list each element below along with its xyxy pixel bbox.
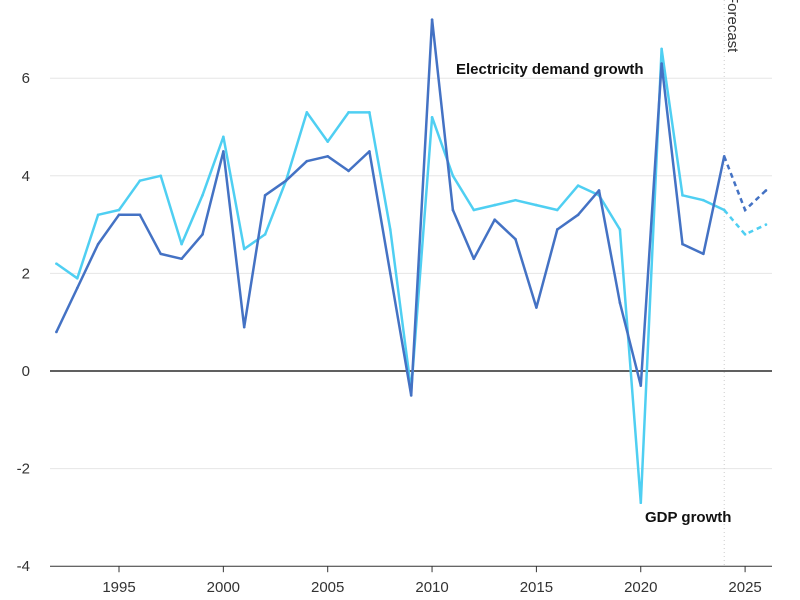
electricity-demand-growth-point: [576, 213, 580, 217]
electricity-demand-growth-point: [201, 233, 204, 236]
electricity-demand-growth-point: [535, 306, 538, 309]
gdp-growth-point: [472, 208, 476, 212]
electricity-demand-growth-point: [242, 325, 246, 329]
gdp-growth-point: [618, 228, 622, 231]
gdp-growth-forecast-line: [723, 209, 767, 236]
electricity-demand-growth-point: [326, 154, 330, 158]
x-tick-label: 2025: [728, 579, 761, 596]
gridlines: [50, 77, 772, 470]
electricity-demand-growth-point: [681, 242, 684, 246]
electricity-demand-growth-point: [284, 179, 288, 182]
gdp-growth-point: [201, 194, 204, 197]
gdp-growth-point: [242, 247, 246, 251]
gdp-growth-point: [743, 233, 747, 236]
electricity-demand-growth-point: [305, 159, 309, 163]
gdp-growth-point: [138, 179, 142, 182]
gdp-growth-point: [451, 174, 455, 178]
gdp-growth-point: [117, 208, 121, 212]
electricity-demand-growth-point: [597, 189, 601, 192]
gdp-growth-point: [263, 233, 267, 236]
x-axis: 1995 2000 2005 2010 2015 2020 2025: [50, 565, 772, 596]
forecast-label: Forecast: [724, 0, 741, 53]
gdp-growth-point: [347, 111, 350, 114]
annotation-electricity: Electricity demand growth: [456, 61, 644, 78]
gdp-growth-point: [75, 276, 79, 280]
y-tick-label: 0: [22, 363, 30, 380]
gdp-growth-point: [764, 223, 768, 226]
electricity-demand-growth-point: [117, 213, 121, 217]
x-tick-label: 1995: [102, 579, 135, 596]
electricity-demand-growth-point: [722, 154, 726, 158]
electricity-demand-growth-point: [618, 301, 622, 304]
gdp-growth-point: [514, 198, 517, 202]
electricity-demand-growth-forecast-line: [723, 155, 767, 213]
gdp-growth-point: [305, 111, 309, 114]
x-tick-label: 2000: [207, 579, 240, 596]
electricity-demand-growth-point: [639, 384, 643, 387]
gdp-growth-point: [55, 262, 58, 265]
x-tick-label: 2015: [520, 579, 553, 596]
electricity-demand-growth-point: [493, 218, 496, 222]
gdp-growth-point: [576, 184, 580, 187]
gdp-growth-point: [681, 194, 684, 197]
electricity-demand-growth-point: [764, 189, 768, 192]
y-tick-label: 2: [22, 265, 30, 282]
gdp-growth-point: [660, 47, 663, 51]
gdp-growth-point: [722, 208, 726, 212]
electricity-demand-growth-point: [451, 208, 455, 212]
electricity-demand-growth-point: [55, 330, 58, 334]
gdp-growth-point: [96, 213, 100, 217]
gdp-growth-point: [222, 135, 225, 139]
electricity-demand-growth-point: [75, 286, 79, 290]
gdp-growth-point: [555, 208, 559, 212]
electricity-demand-growth-point: [180, 257, 183, 261]
electricity-demand-growth-point: [743, 208, 747, 212]
electricity-demand-growth-point: [660, 62, 663, 65]
y-axis: -4 -2 0 2 4 6: [17, 70, 30, 575]
gdp-growth-point: [702, 198, 705, 202]
y-tick-label: 6: [22, 70, 30, 87]
y-tick-label: 4: [22, 168, 30, 185]
x-tick-label: 2020: [624, 579, 657, 596]
electricity-demand-growth-point: [472, 257, 476, 261]
gdp-growth-point: [389, 228, 392, 231]
gdp-growth-point: [368, 111, 371, 114]
electricity-demand-growth-point: [96, 242, 100, 246]
electricity-demand-growth-point: [389, 272, 392, 275]
electricity-demand-growth-point: [430, 18, 434, 21]
gdp-growth-point: [159, 174, 163, 178]
gdp-growth-point: [180, 242, 183, 246]
series-lines: [55, 18, 768, 505]
annotation-gdp: GDP growth: [645, 509, 731, 526]
electricity-demand-growth-point: [514, 237, 517, 241]
electricity-demand-growth-point: [702, 252, 705, 256]
electricity-demand-growth-point: [159, 252, 163, 256]
electricity-demand-growth-point: [368, 150, 371, 153]
electricity-demand-growth-point: [409, 394, 413, 397]
electricity-demand-growth-point: [347, 169, 350, 173]
gdp-growth-point: [493, 203, 496, 207]
electricity-demand-growth-point: [222, 150, 225, 153]
electricity-demand-growth-point: [138, 213, 142, 217]
x-tick-label: 2010: [415, 579, 448, 596]
gdp-growth-point: [639, 501, 643, 505]
gdp-growth-point: [430, 115, 434, 119]
y-tick-label: -4: [17, 558, 30, 575]
gdp-growth-point: [326, 140, 330, 143]
electricity-demand-growth-point: [555, 228, 559, 231]
x-tick-label: 2005: [311, 579, 344, 596]
y-tick-label: -2: [17, 461, 30, 478]
gdp-growth-point: [535, 203, 538, 207]
electricity-demand-growth-point: [263, 194, 267, 197]
